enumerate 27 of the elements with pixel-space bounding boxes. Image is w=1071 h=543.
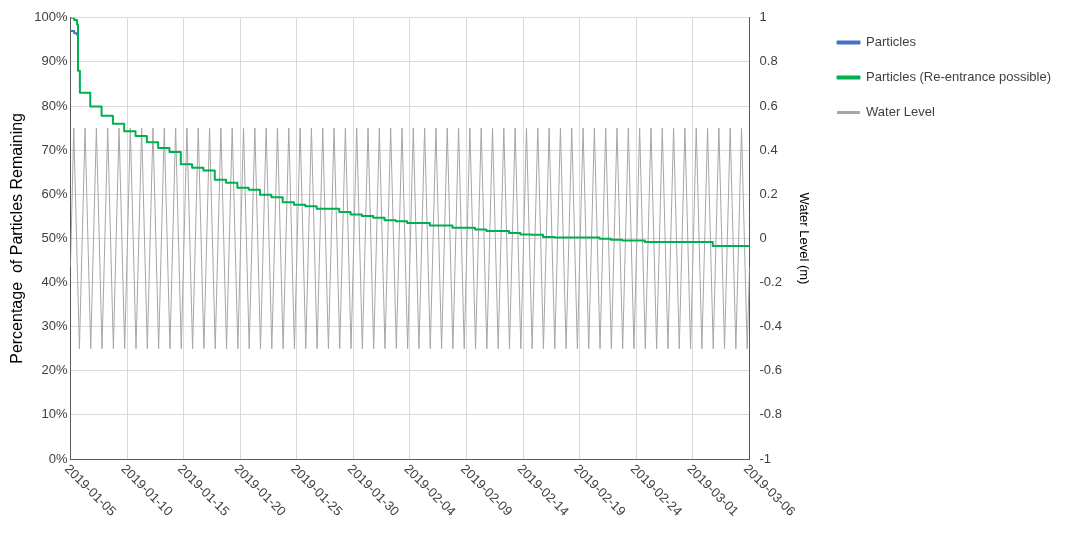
y2-tick-label: 1 — [759, 9, 767, 25]
y-tick-label: 90% — [41, 53, 68, 69]
y2-tick-label: -0.2 — [759, 274, 782, 290]
legend-label: Water Level — [866, 104, 936, 120]
y2-axis-title: Water Level (m) — [797, 192, 813, 285]
y-tick-label: 60% — [41, 185, 68, 201]
y2-tick-label: 0.6 — [759, 97, 778, 113]
y2-tick-label: -0.4 — [759, 318, 782, 334]
y-tick-label: 30% — [41, 318, 68, 334]
y-tick-label: 20% — [41, 362, 68, 378]
y-tick-label: 50% — [41, 229, 68, 245]
y-tick-label: 0% — [48, 450, 68, 466]
y2-tick-label: -0.6 — [759, 362, 782, 378]
y-tick-label: 10% — [41, 406, 68, 422]
y-tick-label: 80% — [41, 97, 68, 113]
legend-label: Particles (Re-entrance possible) — [866, 69, 1051, 85]
y-tick-label: 100% — [34, 9, 68, 25]
y-tick-label: 70% — [41, 141, 68, 157]
y2-tick-label: 0.2 — [759, 185, 778, 201]
y2-tick-label: -0.8 — [759, 406, 782, 422]
y2-tick-label: 0.8 — [759, 53, 778, 69]
legend-label: Particles — [866, 34, 917, 50]
y-axis-title: Percentage of Particles Remaining — [8, 113, 26, 364]
y-tick-label: 40% — [41, 274, 68, 290]
y2-tick-label: 0.4 — [759, 141, 778, 157]
y2-tick-label: -1 — [759, 450, 772, 466]
y2-tick-label: 0 — [759, 229, 767, 245]
